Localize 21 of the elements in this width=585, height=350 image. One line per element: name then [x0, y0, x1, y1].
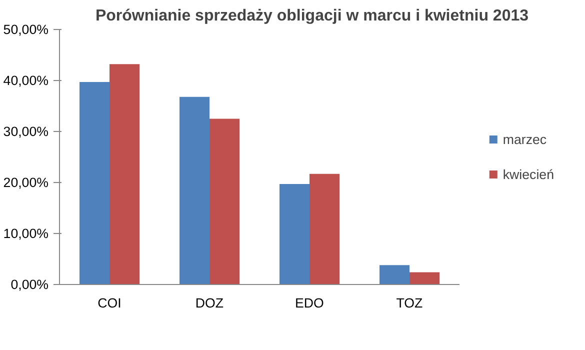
bar: [210, 118, 240, 284]
legend-label: marzec: [502, 132, 547, 146]
bar: [410, 272, 440, 284]
y-tick-label: 10,00%: [3, 226, 49, 241]
bar: [310, 174, 340, 284]
x-tick-label: COI: [98, 296, 122, 310]
y-tick-label: 40,00%: [3, 73, 49, 88]
bar: [80, 82, 110, 284]
x-tick-label: EDO: [295, 296, 324, 310]
y-tick-label: 0,00%: [10, 277, 49, 292]
legend-label: kwiecień: [502, 166, 554, 182]
x-tick-label: DOZ: [195, 296, 224, 310]
y-tick-label: 20,00%: [3, 175, 49, 190]
bar: [280, 184, 310, 284]
bar: [380, 265, 410, 284]
bar: [180, 96, 210, 284]
x-tick-label: TOZ: [396, 296, 423, 310]
y-tick-label: 30,00%: [3, 124, 49, 139]
y-tick-label: 50,00%: [3, 22, 49, 37]
chart-title: Porównianie sprzedaży obligacji w marcu i kwietniu 2013: [95, 8, 529, 24]
bar: [110, 64, 140, 284]
